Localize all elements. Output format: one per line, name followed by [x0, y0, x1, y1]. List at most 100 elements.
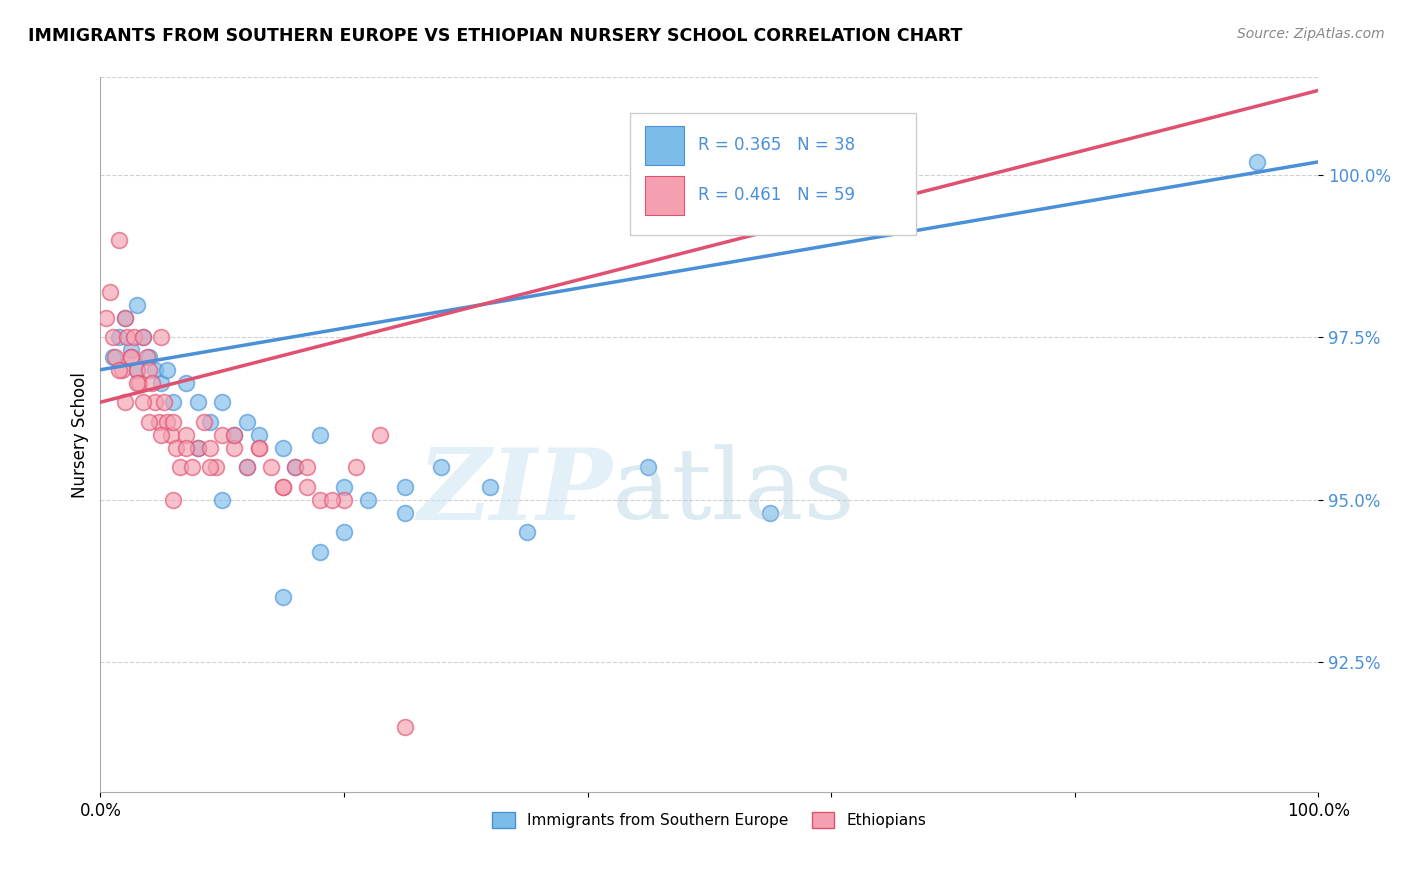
Point [430, 460, 453, 475]
Point [235, 460, 257, 475]
Point [297, 460, 319, 475]
Point [271, 480, 294, 494]
Point [198, 415, 221, 429]
Point [128, 376, 150, 390]
Point [516, 525, 538, 540]
Point [308, 544, 330, 558]
Point [394, 506, 416, 520]
Point [132, 330, 155, 344]
Point [120, 343, 142, 358]
Point [224, 427, 246, 442]
Point [321, 492, 343, 507]
Point [169, 460, 191, 475]
Point [308, 427, 330, 442]
Text: atlas: atlas [612, 444, 855, 540]
Point [138, 350, 160, 364]
Point [107, 330, 129, 344]
Point [115, 330, 138, 344]
Point [211, 427, 233, 442]
Point [235, 460, 257, 475]
Point [394, 480, 416, 494]
Point [1246, 154, 1268, 169]
Point [120, 350, 142, 364]
Point [198, 460, 221, 475]
Point [125, 363, 148, 377]
Point [143, 395, 166, 409]
Point [98, 285, 121, 299]
Point [150, 376, 173, 390]
Point [152, 395, 174, 409]
Point [271, 441, 294, 455]
Point [156, 415, 179, 429]
Point [165, 441, 187, 455]
Point [187, 441, 209, 455]
Point [187, 441, 209, 455]
Point [205, 460, 228, 475]
Point [174, 441, 197, 455]
Point [333, 525, 356, 540]
Point [104, 350, 127, 364]
Point [759, 506, 782, 520]
Point [333, 480, 356, 494]
Point [479, 480, 502, 494]
Point [193, 415, 215, 429]
Point [260, 460, 283, 475]
Point [162, 395, 184, 409]
Point [357, 492, 380, 507]
Point [247, 441, 270, 455]
Point [271, 590, 294, 604]
Point [125, 298, 148, 312]
Point [235, 415, 257, 429]
Text: Source: ZipAtlas.com: Source: ZipAtlas.com [1237, 27, 1385, 41]
Point [120, 350, 142, 364]
Point [284, 460, 307, 475]
Point [180, 460, 202, 475]
Point [637, 460, 659, 475]
Point [101, 330, 124, 344]
Point [211, 395, 233, 409]
Point [187, 395, 209, 409]
Point [198, 441, 221, 455]
Point [370, 427, 392, 442]
Point [271, 480, 294, 494]
Point [114, 395, 136, 409]
FancyBboxPatch shape [645, 126, 683, 165]
Point [132, 330, 155, 344]
Point [101, 350, 124, 364]
Point [148, 415, 170, 429]
FancyBboxPatch shape [630, 113, 917, 235]
Point [308, 492, 330, 507]
Point [135, 350, 157, 364]
Point [96, 310, 118, 325]
Point [111, 363, 134, 377]
Point [224, 441, 246, 455]
Point [162, 492, 184, 507]
Point [125, 376, 148, 390]
Point [174, 376, 197, 390]
Text: R = 0.365   N = 38: R = 0.365 N = 38 [699, 136, 855, 154]
Y-axis label: Nursery School: Nursery School [72, 372, 89, 498]
Point [333, 492, 356, 507]
Point [211, 492, 233, 507]
Point [141, 376, 163, 390]
Point [138, 415, 160, 429]
Point [247, 427, 270, 442]
Text: R = 0.461   N = 59: R = 0.461 N = 59 [699, 186, 855, 204]
FancyBboxPatch shape [645, 176, 683, 215]
Point [160, 427, 183, 442]
Point [344, 460, 367, 475]
Point [107, 363, 129, 377]
Point [224, 427, 246, 442]
Point [114, 310, 136, 325]
Point [107, 233, 129, 247]
Text: ZIP: ZIP [418, 443, 612, 541]
Point [162, 415, 184, 429]
Point [297, 480, 319, 494]
Point [143, 363, 166, 377]
Point [174, 427, 197, 442]
Legend: Immigrants from Southern Europe, Ethiopians: Immigrants from Southern Europe, Ethiopi… [486, 806, 932, 834]
Point [247, 441, 270, 455]
Point [114, 310, 136, 325]
Point [138, 363, 160, 377]
Point [284, 460, 307, 475]
